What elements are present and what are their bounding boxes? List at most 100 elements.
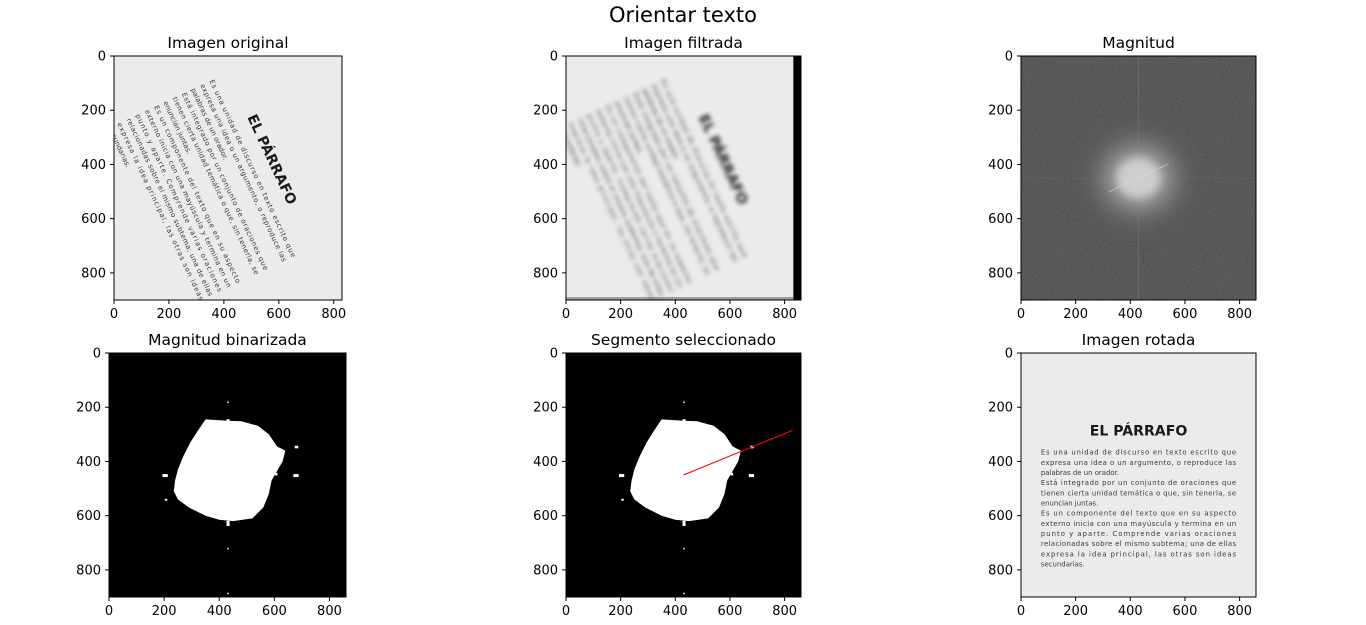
document-line: externo inicia con una mayúscula y termi…: [1041, 520, 1236, 528]
x-tick-label: 600: [1173, 307, 1198, 322]
binary-spot: [619, 474, 625, 478]
document-page: [1021, 353, 1256, 597]
x-tick-label: 0: [105, 604, 113, 619]
y-tick-label: 400: [988, 455, 1013, 470]
y-tick-label: 800: [76, 563, 101, 578]
y-tick-label: 0: [1005, 50, 1013, 65]
y-tick-label: 800: [988, 266, 1013, 281]
panel-image: [566, 353, 801, 597]
y-tick-label: 0: [1005, 347, 1013, 362]
binary-spot: [621, 498, 624, 501]
panel-magnitude: 0 200 400 600 800 0 200 400 600 800 Magnitud: [988, 34, 1257, 322]
x-tick-label: 200: [152, 604, 177, 619]
panel-title: Imagen original: [167, 34, 288, 52]
document-line: relacionadas sobre el mismo subtema; una…: [1041, 540, 1237, 548]
panel-image: EL PÁRRAFO Es una unidad de discurso en t…: [1021, 353, 1256, 597]
axes-frame: [1020, 352, 1257, 598]
panel-image: [109, 353, 346, 597]
x-tick-label: 0: [1017, 604, 1025, 619]
x-tick-label: 800: [321, 307, 346, 322]
y-tick-label: 0: [550, 50, 558, 65]
document-line: Es una unidad de discurso en texto escri…: [1041, 449, 1236, 457]
y-tick-label: 200: [533, 104, 558, 119]
document-line: Es un componente del texto que en su asp…: [1041, 510, 1236, 518]
y-tick-label: 600: [533, 509, 558, 524]
y-tick-label: 0: [98, 50, 106, 65]
document-heading: EL PÁRRAFO: [1090, 423, 1188, 440]
panel-title: Imagen rotada: [1082, 331, 1196, 349]
y-tick-label: 800: [81, 266, 106, 281]
panel-segment: 0 200 400 600 800 0 200 400 600 800 Segmento selec…: [533, 331, 802, 619]
x-tick-label: 200: [157, 307, 182, 322]
binary-spot: [294, 445, 299, 449]
y-tick-label: 200: [988, 401, 1013, 416]
binary-spot: [226, 419, 230, 425]
panel-title: Magnitud: [1102, 34, 1175, 52]
binary-blob: [173, 419, 286, 522]
y-tick-label: 400: [533, 158, 558, 173]
y-tick-label: 800: [988, 563, 1013, 578]
binary-spot: [227, 547, 229, 550]
y-tick-label: 200: [81, 104, 106, 119]
black-band: [793, 56, 801, 300]
document-line: Está integrado por un conjunto de oracio…: [1041, 479, 1236, 487]
x-tick-label: 800: [317, 604, 342, 619]
binary-spot: [682, 419, 686, 425]
binary-spot: [227, 592, 229, 595]
y-tick-label: 600: [988, 212, 1013, 227]
x-tick-label: 400: [211, 307, 236, 322]
y-tick-label: 600: [81, 212, 106, 227]
x-tick-label: 200: [1063, 604, 1088, 619]
binary-spot: [162, 474, 168, 478]
panels: EL PÁRRAFO Es una unidad de discurso en t…: [76, 34, 1257, 619]
document-line: expresa una idea o un argumento, o repro…: [1041, 459, 1237, 467]
x-tick-label: 200: [1063, 307, 1088, 322]
axes-frame: [1020, 55, 1257, 301]
x-tick-label: 0: [562, 307, 570, 322]
x-tick-label: 400: [1118, 604, 1143, 619]
document-content: EL PÁRRAFO Es una unidad de discurso en t…: [1041, 423, 1237, 569]
binary-spot: [682, 520, 686, 527]
x-tick-label: 400: [663, 604, 688, 619]
y-tick-label: 800: [533, 266, 558, 281]
binary-spot: [178, 473, 182, 478]
axes-frame: [108, 352, 347, 598]
y-tick-label: 400: [76, 455, 101, 470]
y-tick-label: 400: [533, 455, 558, 470]
binary-blob: [630, 419, 741, 522]
y-tick-label: 0: [93, 347, 101, 362]
x-tick-label: 800: [1227, 307, 1252, 322]
x-tick-label: 600: [266, 307, 291, 322]
panel-binarized: 0 200 400 600 800 0 200 400 600 800 Magnitud binar…: [76, 331, 347, 619]
axes-frame: [113, 55, 343, 301]
y-tick-label: 400: [988, 158, 1013, 173]
document-line: secundarias.: [1041, 561, 1085, 569]
document-line: punto y aparte. Comprende varias oracion…: [1041, 530, 1237, 538]
y-tick-label: 200: [76, 401, 101, 416]
document-line: palabras de un orador.: [1041, 469, 1119, 477]
x-tick-label: 200: [608, 604, 633, 619]
y-tick-label: 800: [533, 563, 558, 578]
binary-spot: [748, 474, 755, 478]
panel-rotated: EL PÁRRAFO Es una unidad de discurso en t…: [988, 331, 1257, 619]
y-tick-label: 200: [533, 401, 558, 416]
y-tick-label: 0: [550, 347, 558, 362]
binary-spot: [683, 592, 685, 595]
binary-spot: [227, 401, 229, 404]
binary-spot: [634, 473, 638, 478]
binary-spot: [274, 472, 278, 476]
document-page: [566, 56, 801, 300]
x-tick-label: 800: [772, 604, 797, 619]
document-line: enuncian juntas.: [1041, 500, 1098, 508]
x-tick-label: 400: [207, 604, 232, 619]
axes-frame: [565, 352, 802, 598]
y-tick-label: 400: [81, 158, 106, 173]
x-tick-label: 0: [562, 604, 570, 619]
bottom-edge-shadow: [566, 297, 794, 300]
binary-spot: [226, 520, 230, 527]
